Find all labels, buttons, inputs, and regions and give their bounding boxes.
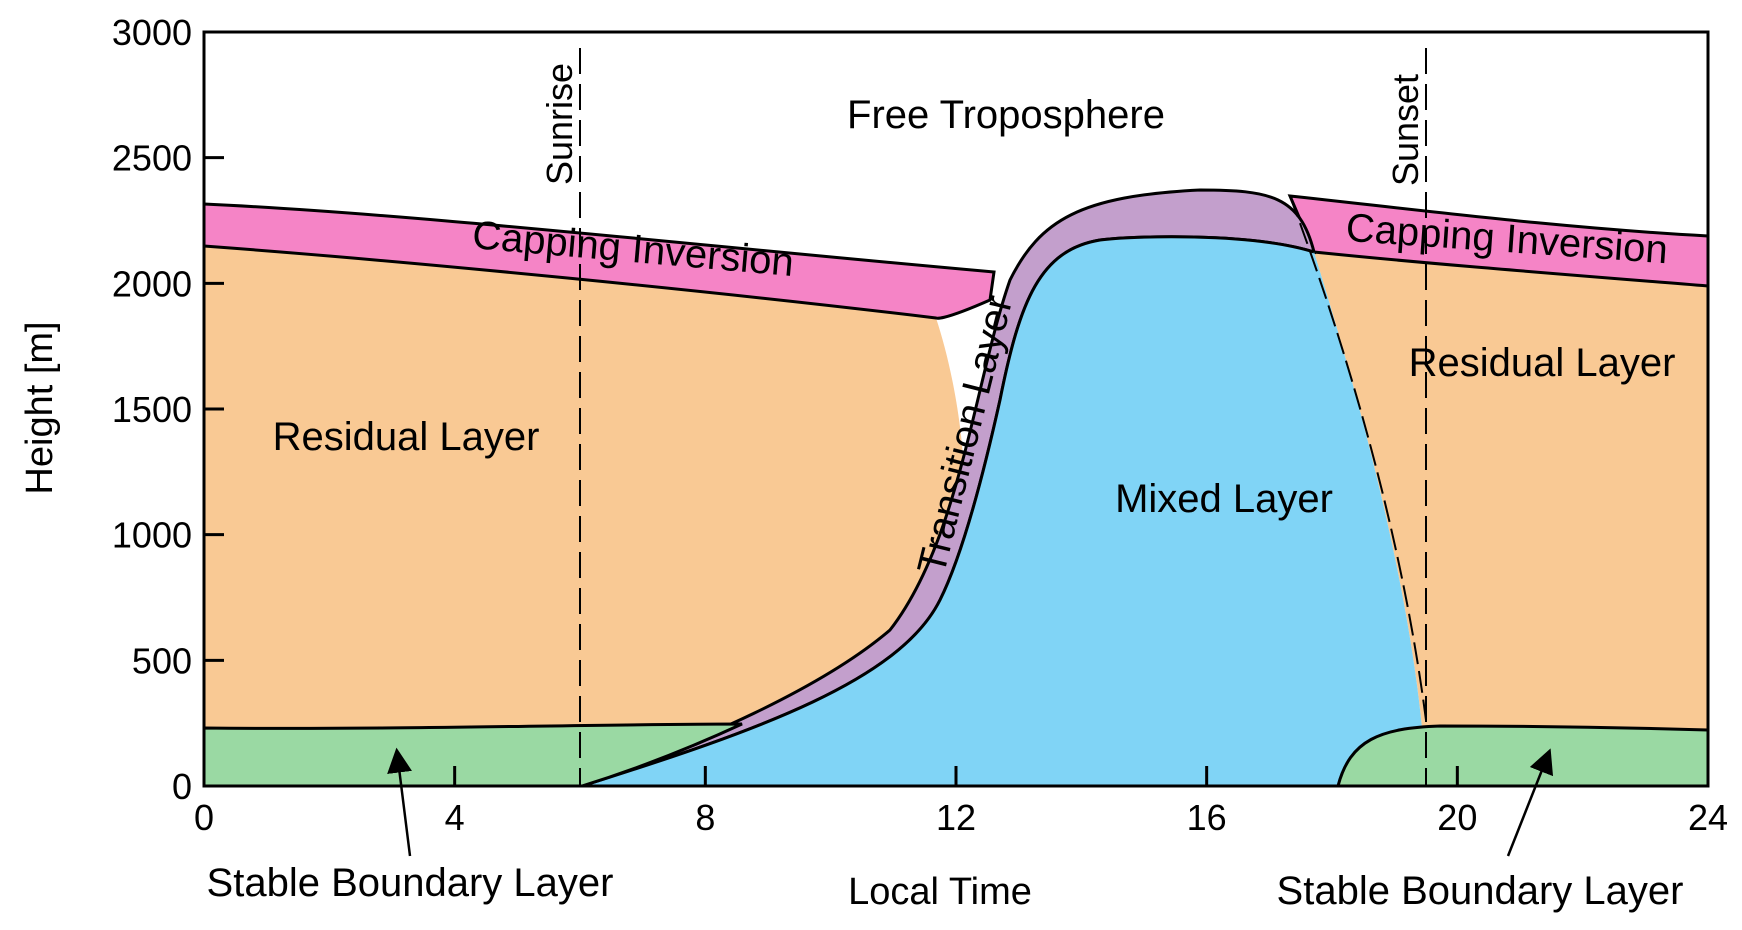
residual-layer-right-label: Residual Layer [1409, 341, 1676, 385]
x-tick-label: 8 [695, 797, 715, 838]
capping-inversion-left-area [202, 202, 996, 320]
y-tick-label: 2000 [112, 263, 192, 304]
mixed-layer-label: Mixed Layer [1115, 477, 1333, 521]
x-tick-label: 16 [1187, 797, 1227, 838]
residual-layer-left-label: Residual Layer [273, 415, 540, 459]
mixed-layer-collapse-boundary [1289, 195, 1427, 786]
stable-boundary-layer-left-label: Stable Boundary Layer [207, 861, 614, 905]
y-tick-label: 1000 [112, 515, 192, 556]
y-axis: 0 500 1000 1500 2000 2500 3000 [112, 12, 224, 807]
y-tick-label: 3000 [112, 12, 192, 53]
y-tick-label: 1500 [112, 389, 192, 430]
x-tick-label: 12 [936, 797, 976, 838]
x-tick-label: 4 [445, 797, 465, 838]
x-tick-label: 24 [1688, 797, 1728, 838]
stable-boundary-layer-right-area [1336, 724, 1710, 788]
stable-left-arrow [387, 747, 412, 857]
y-tick-label: 2500 [112, 138, 192, 179]
y-tick-label: 0 [172, 766, 192, 807]
mixed-layer-top-boundary [581, 235, 1315, 788]
residual-layer-right-area [1314, 252, 1708, 786]
y-axis-title: Height [m] [19, 321, 61, 494]
y-tick-label: 500 [132, 640, 192, 681]
x-tick-label: 0 [194, 797, 214, 838]
sunset-label: Sunset [1385, 74, 1426, 186]
stable-right-arrow [1506, 748, 1554, 857]
stable-boundary-layer-right-label: Stable Boundary Layer [1277, 869, 1684, 913]
stable-boundary-layer-left-area [202, 722, 743, 788]
x-axis-title: Local Time [848, 871, 1032, 913]
x-tick-label: 20 [1437, 797, 1477, 838]
mixed-layer-area [582, 236, 1426, 786]
x-axis: 0 4 8 12 16 20 24 [194, 766, 1728, 838]
residual-layer-left-area [204, 246, 965, 786]
sunrise-label: Sunrise [539, 63, 580, 185]
free-troposphere-label: Free Troposphere [847, 93, 1165, 137]
